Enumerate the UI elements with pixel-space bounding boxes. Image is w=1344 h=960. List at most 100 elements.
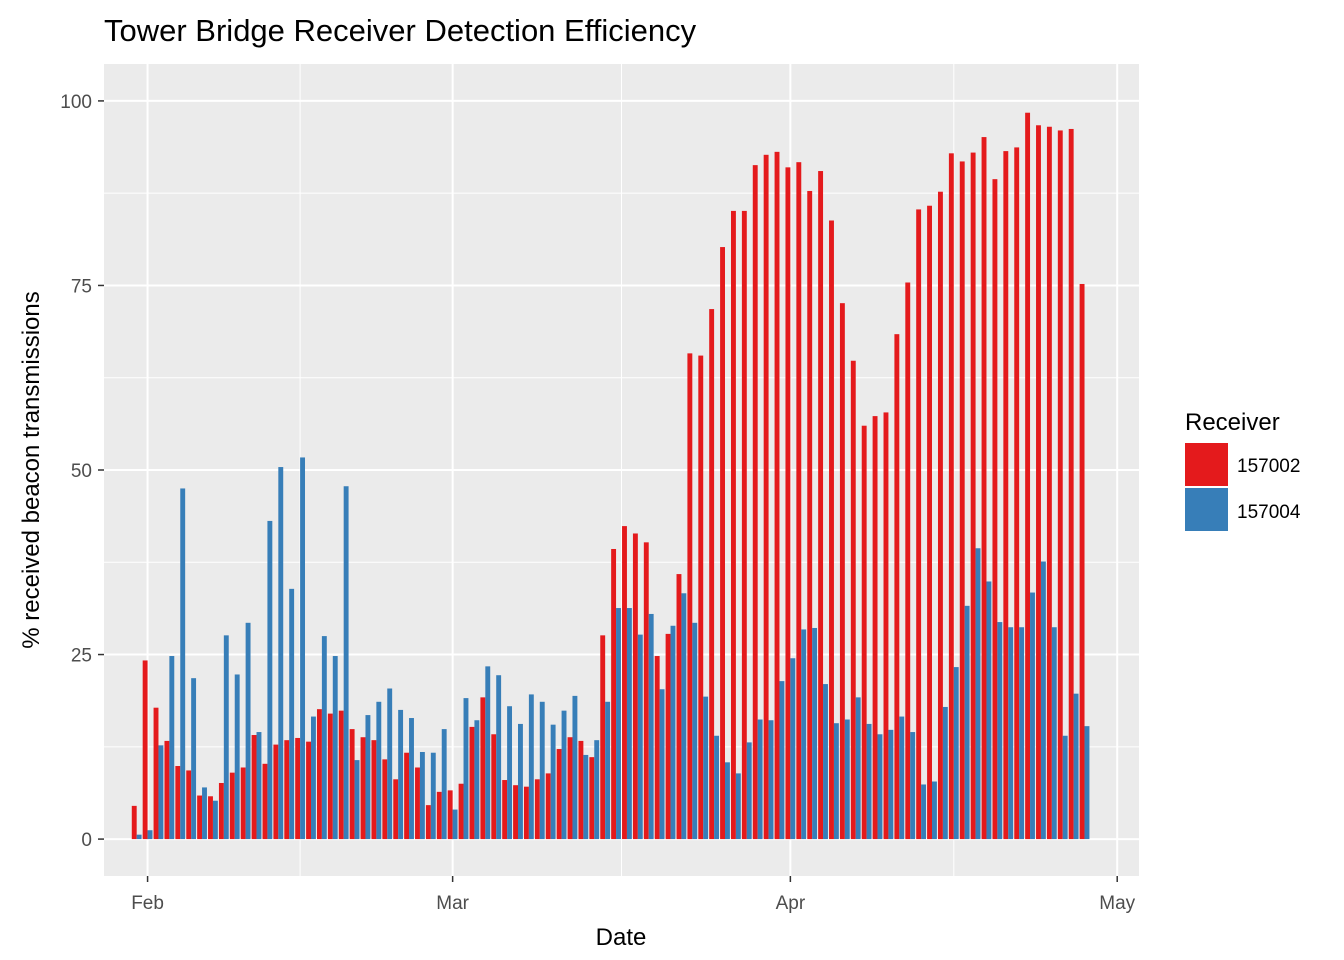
bar-157004	[485, 666, 491, 840]
bar-157002	[175, 766, 181, 840]
bar-157004	[1008, 627, 1014, 840]
bar-157002	[992, 179, 998, 840]
y-tick-label: 50	[71, 461, 92, 482]
bar-157002	[687, 353, 693, 840]
legend: Receiver 157002 157004	[1185, 409, 1301, 531]
bar-157004	[953, 667, 959, 840]
bar-157004	[899, 716, 905, 840]
bar-157002	[959, 161, 965, 840]
bar-157004	[790, 658, 796, 840]
bar-157002	[556, 749, 562, 840]
bar-157004	[223, 635, 229, 840]
bar-157002	[741, 210, 747, 840]
y-axis: 0 25 50 75 100	[60, 92, 104, 851]
bar-157002	[447, 790, 453, 840]
bar-157002	[720, 247, 725, 840]
bar-157004	[725, 762, 730, 840]
bar-157004	[289, 588, 295, 840]
bar-157004	[365, 715, 371, 840]
bar-157002	[785, 167, 791, 840]
bar-157002	[393, 779, 399, 840]
bar-157004	[278, 467, 284, 840]
bar-157002	[927, 205, 932, 840]
bar-157004	[855, 697, 861, 840]
bar-157004	[234, 674, 240, 840]
bar-157002	[197, 795, 203, 840]
bar-157004	[692, 622, 698, 840]
bar-157004	[594, 740, 600, 840]
bar-157002	[491, 734, 497, 840]
bar-157004	[703, 696, 709, 840]
bar-157002	[1036, 125, 1041, 840]
bar-157002	[937, 191, 943, 840]
bar-157004	[300, 457, 306, 840]
bar-157002	[153, 707, 159, 840]
bar-157004	[833, 723, 839, 840]
bar-157002	[818, 171, 824, 840]
bar-157004	[136, 834, 142, 840]
bar-157002	[948, 153, 954, 840]
bar-157004	[398, 709, 404, 840]
bar-157002	[186, 770, 192, 840]
bar-157004	[583, 754, 589, 840]
bar-157004	[474, 720, 480, 840]
bar-157004	[746, 742, 752, 840]
bar-157002	[513, 785, 518, 840]
bar-157002	[142, 660, 148, 840]
bar-157002	[632, 533, 638, 840]
bar-157004	[332, 656, 338, 840]
bar-157004	[387, 688, 393, 840]
bar-157004	[1051, 627, 1057, 840]
bar-157002	[1003, 151, 1009, 840]
bar-157002	[698, 355, 704, 840]
bar-157002	[382, 759, 388, 840]
bar-157004	[986, 581, 992, 840]
bar-157002	[229, 772, 235, 840]
bar-157002	[360, 737, 366, 840]
bar-157002	[306, 741, 311, 840]
bar-157004	[823, 684, 828, 840]
bar-157004	[801, 629, 807, 840]
bar-157004	[430, 752, 436, 840]
bar-157004	[267, 520, 273, 840]
bar-157004	[637, 634, 643, 840]
bar-157004	[681, 593, 687, 840]
bar-157004	[256, 732, 262, 840]
legend-title: Receiver	[1185, 409, 1280, 436]
y-axis-title: % received beacon transmissions	[18, 291, 45, 649]
bar-157002	[850, 360, 856, 840]
bar-157004	[528, 694, 534, 840]
bar-157004	[376, 701, 382, 840]
bar-157004	[735, 773, 741, 840]
bar-157002	[654, 656, 660, 840]
bar-157004	[605, 701, 611, 840]
bar-157002	[338, 710, 344, 840]
bar-157002	[622, 526, 627, 840]
bar-157002	[273, 744, 279, 840]
bar-157004	[1062, 735, 1068, 840]
bar-157002	[545, 773, 551, 840]
y-tick-label: 100	[60, 92, 92, 113]
legend-key-157002	[1185, 443, 1228, 486]
bar-157002	[1014, 147, 1020, 840]
x-tick-label: Mar	[436, 893, 469, 914]
bar-157002	[883, 412, 889, 840]
bar-157004	[561, 710, 567, 840]
bar-157004	[180, 488, 186, 840]
bar-157004	[921, 784, 927, 840]
bar-157004	[311, 716, 316, 840]
bar-157004	[245, 622, 251, 840]
bar-157004	[812, 627, 818, 840]
bar-157004	[714, 735, 720, 840]
bar-157004	[550, 724, 556, 840]
bar-157002	[262, 763, 268, 840]
bar-157002	[1057, 130, 1063, 840]
bar-157004	[910, 732, 916, 840]
y-tick-label: 25	[71, 646, 92, 667]
bar-157004	[496, 675, 502, 840]
bar-157004	[1019, 627, 1025, 840]
bar-157002	[730, 210, 736, 840]
bar-157002	[131, 805, 137, 840]
bar-157002	[425, 805, 431, 840]
